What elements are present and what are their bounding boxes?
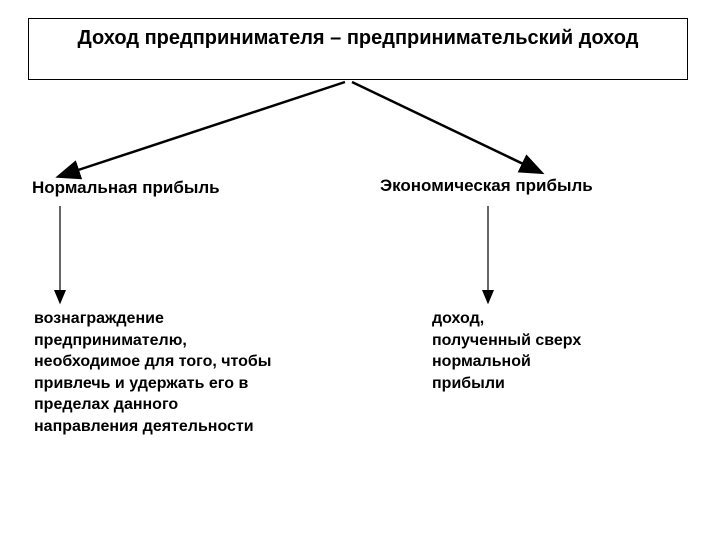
connector-svg xyxy=(0,0,720,540)
title-text: Доход предпринимателя – предпринимательс… xyxy=(78,27,639,49)
left-branch-description: вознаграждение предпринимателю, необходи… xyxy=(34,308,274,438)
right-branch-description: доход, полученный сверх нормальной прибы… xyxy=(432,308,582,394)
title-box: Доход предпринимателя – предпринимательс… xyxy=(28,18,688,80)
right-branch-label: Экономическая прибыль xyxy=(380,176,640,196)
left-branch-label: Нормальная прибыль xyxy=(32,178,252,198)
